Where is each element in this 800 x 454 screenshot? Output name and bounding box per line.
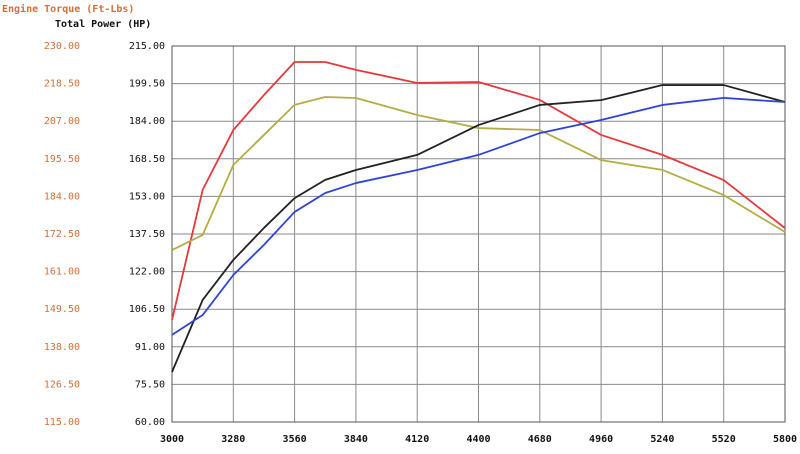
y2-tick-label: 126.50 [44,379,80,390]
y2-tick-label: 184.00 [44,191,80,202]
y2-tick-label: 230.00 [44,41,80,52]
y2-axis-title: Engine Torque (Ft-Lbs) [2,3,134,15]
y-tick-label: 168.50 [129,154,165,165]
y-tick-label: 215.00 [129,41,165,52]
x-tick-label: 5520 [712,434,736,445]
y-tick-label: 91.00 [135,342,165,353]
y2-tick-label: 207.00 [44,116,80,127]
x-tick-label: 3000 [160,434,184,445]
y-tick-label: 137.50 [129,229,165,240]
plot-frame [171,45,786,423]
y2-tick-label: 138.00 [44,342,80,353]
data-line [171,61,786,321]
data-line [171,84,786,373]
y-tick-label: 60.00 [135,417,165,428]
y2-tick-label: 172.50 [44,229,80,240]
y2-tick-label: 115.00 [44,417,80,428]
x-tick-label: 4960 [589,434,613,445]
y-tick-label: 122.00 [129,267,165,278]
x-tick-label: 4680 [528,434,552,445]
data-line [171,96,786,251]
x-tick-label: 3280 [221,434,245,445]
y-axis-title: Total Power (HP) [55,19,151,30]
y-tick-label: 153.00 [129,191,165,202]
data-line [171,97,786,336]
y2-tick-label: 195.50 [44,154,80,165]
y-tick-label: 184.00 [129,116,165,127]
y2-tick-label: 161.00 [44,267,80,278]
y2-tick-label: 218.50 [44,79,80,90]
x-tick-label: 4400 [466,434,490,445]
x-tick-label: 3560 [283,434,307,445]
x-tick-label: 4120 [405,434,429,445]
x-tick-label: 5800 [773,434,797,445]
x-tick-label: 3840 [344,434,368,445]
y-tick-label: 75.50 [135,379,165,390]
x-tick-label: 5240 [650,434,674,445]
y-tick-label: 106.50 [129,304,165,315]
y-tick-label: 199.50 [129,79,165,90]
y2-tick-label: 149.50 [44,304,80,315]
